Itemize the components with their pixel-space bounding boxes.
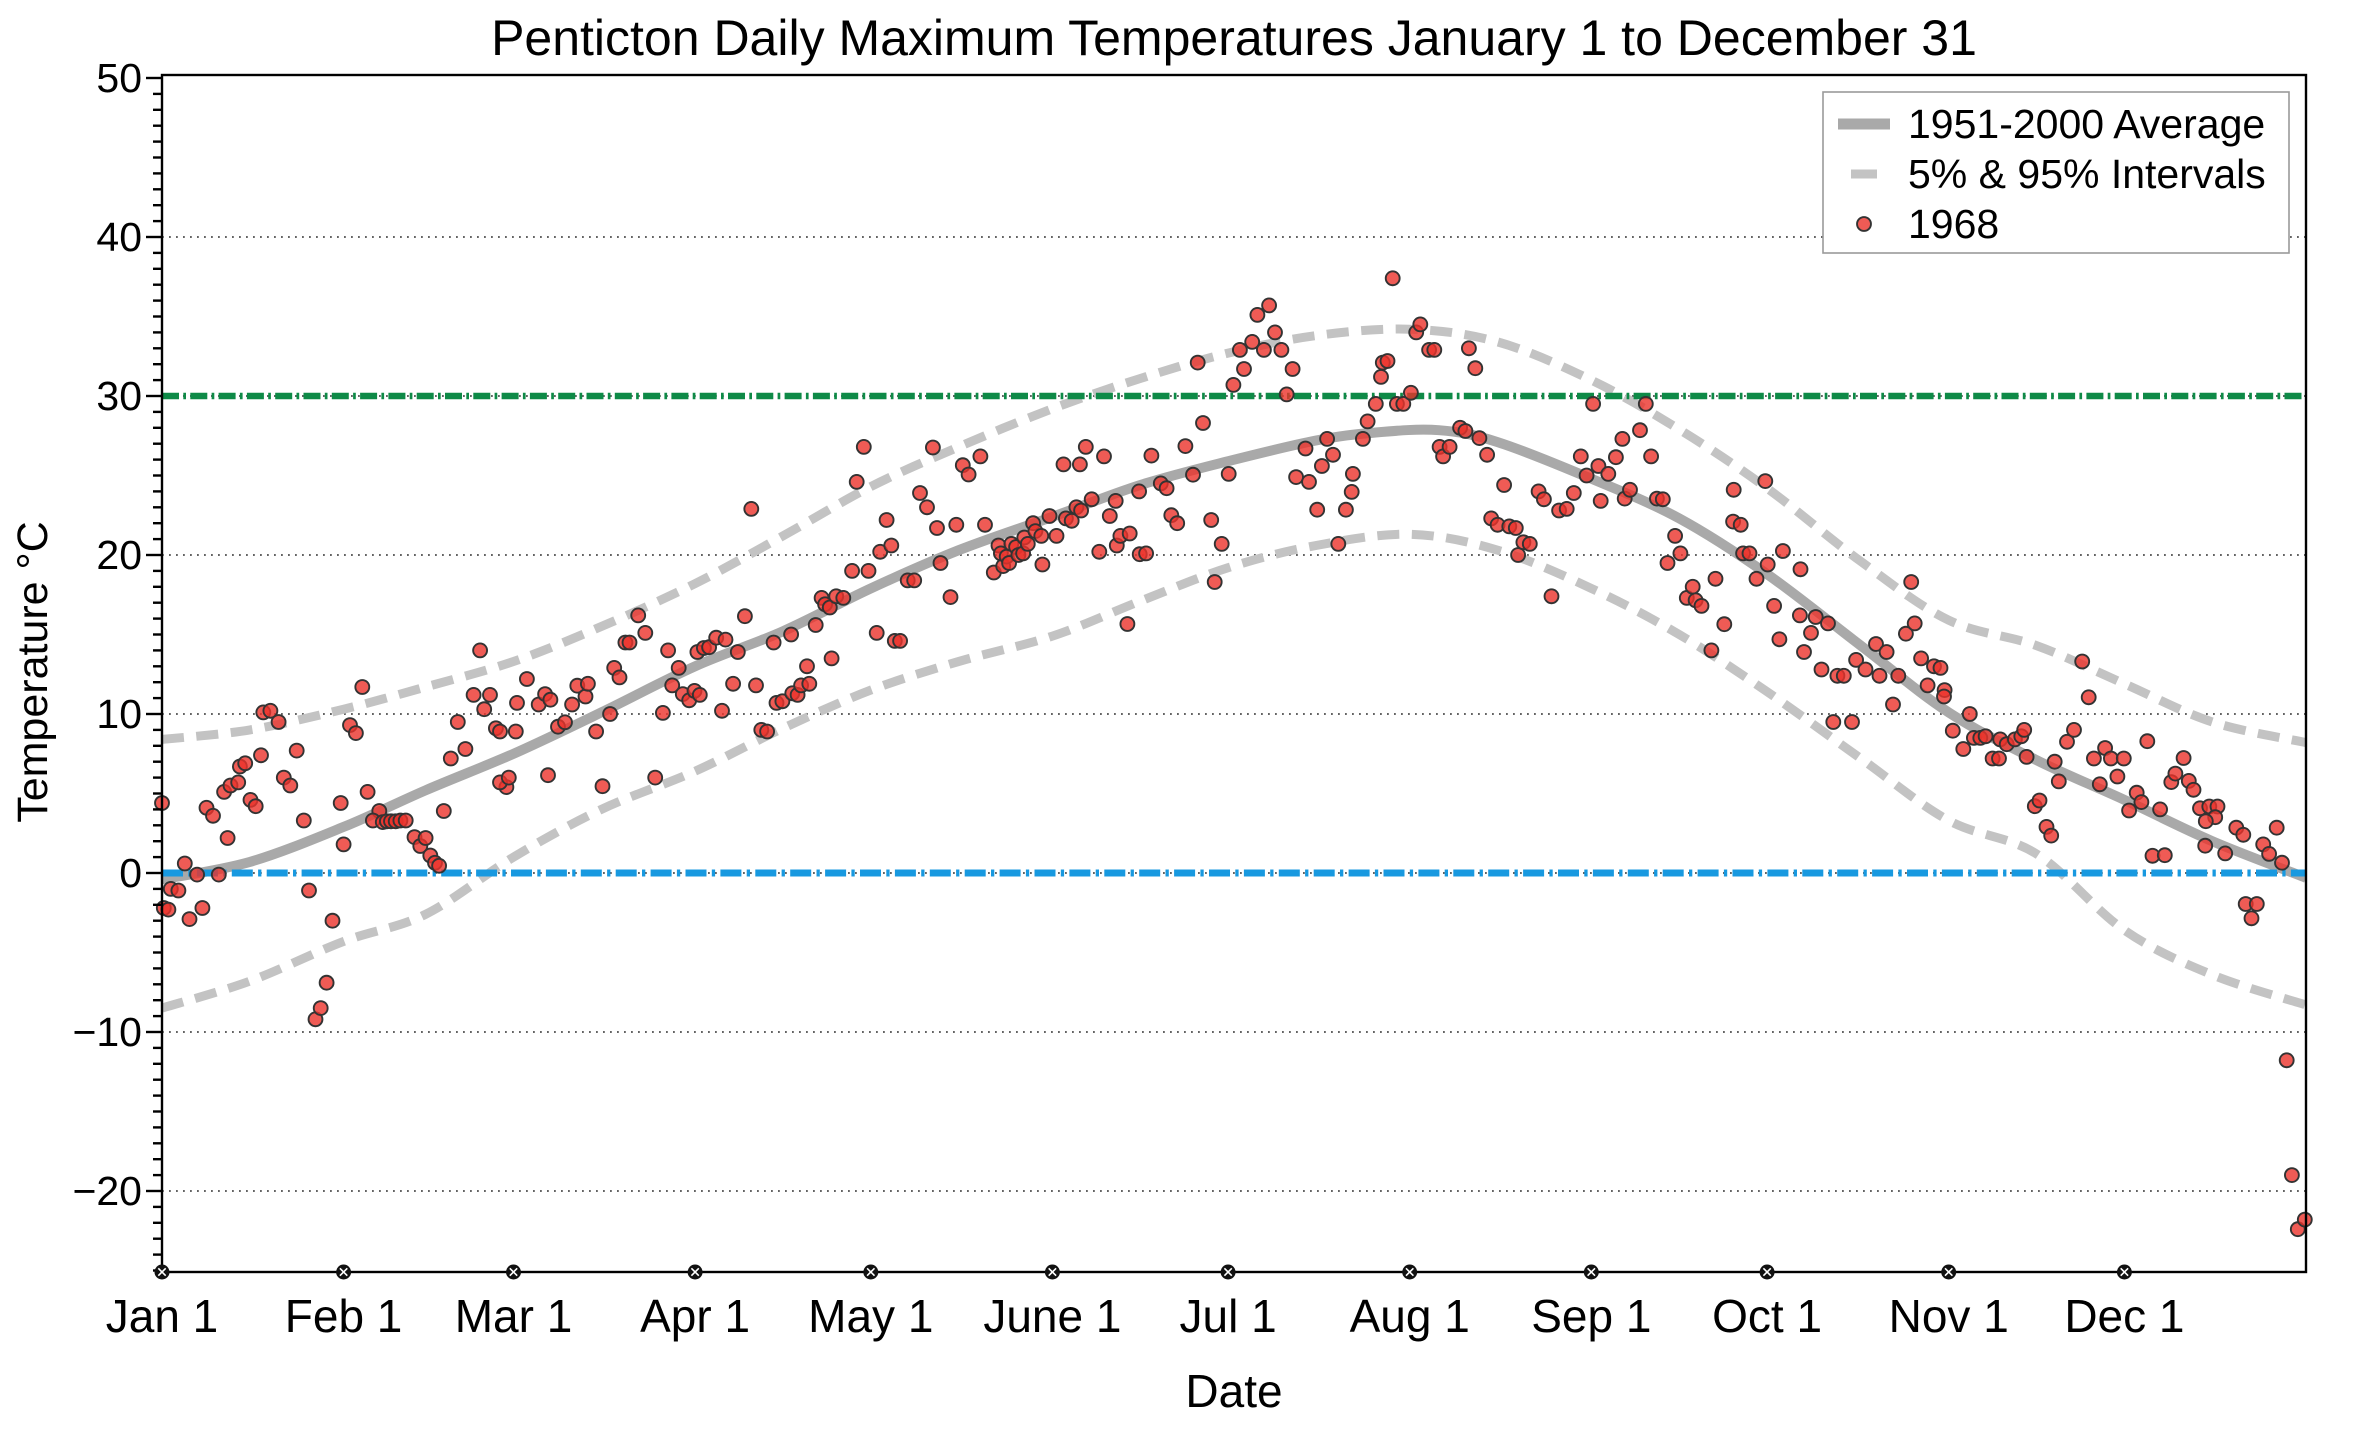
svg-text:Oct 1: Oct 1 — [1712, 1290, 1822, 1342]
svg-text:10: 10 — [96, 691, 142, 737]
svg-text:40: 40 — [96, 214, 142, 260]
svg-text:Mar 1: Mar 1 — [455, 1290, 573, 1342]
svg-text:Date: Date — [1185, 1365, 1282, 1417]
svg-text:1968: 1968 — [1908, 201, 1999, 247]
svg-text:Feb 1: Feb 1 — [285, 1290, 403, 1342]
svg-text:5% & 95% Intervals: 5% & 95% Intervals — [1908, 151, 2266, 197]
svg-text:20: 20 — [96, 532, 142, 578]
svg-text:Apr 1: Apr 1 — [640, 1290, 750, 1342]
svg-text:1951-2000 Average: 1951-2000 Average — [1908, 101, 2265, 147]
svg-text:0: 0 — [119, 850, 142, 896]
svg-text:June 1: June 1 — [983, 1290, 1121, 1342]
svg-text:30: 30 — [96, 373, 142, 419]
svg-text:50: 50 — [96, 55, 142, 101]
svg-text:Temperature °C: Temperature °C — [9, 521, 57, 823]
svg-text:Penticton Daily Maximum Temper: Penticton Daily Maximum Temperatures Jan… — [491, 10, 1977, 66]
svg-text:Jul 1: Jul 1 — [1180, 1290, 1277, 1342]
svg-text:Nov 1: Nov 1 — [1889, 1290, 2009, 1342]
svg-text:Jan 1: Jan 1 — [106, 1290, 219, 1342]
svg-text:Aug 1: Aug 1 — [1350, 1290, 1470, 1342]
svg-text:−20: −20 — [72, 1168, 142, 1214]
svg-text:Dec 1: Dec 1 — [2064, 1290, 2184, 1342]
svg-text:Sep 1: Sep 1 — [1531, 1290, 1651, 1342]
svg-text:May 1: May 1 — [808, 1290, 933, 1342]
svg-text:−10: −10 — [72, 1009, 142, 1055]
